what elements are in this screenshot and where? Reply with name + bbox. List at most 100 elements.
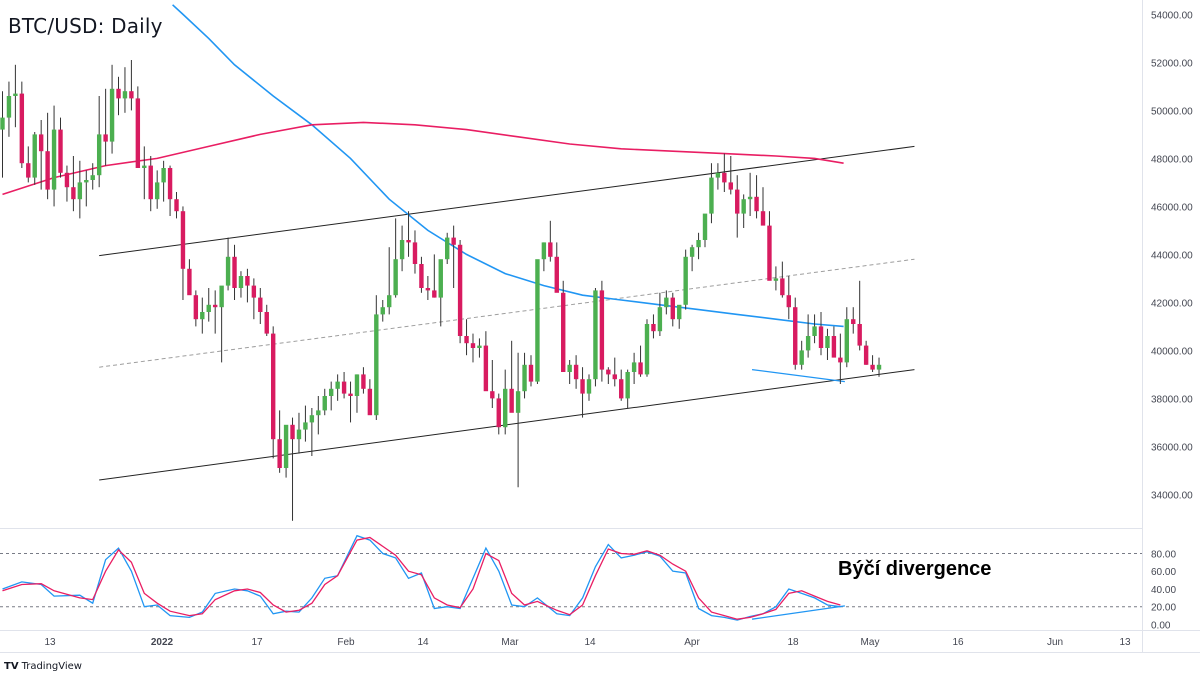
candle-body <box>606 369 611 375</box>
candle-body <box>863 345 869 365</box>
candle-body <box>174 199 179 212</box>
stochastic-k-line <box>2 534 841 621</box>
candle-body <box>135 98 141 168</box>
candle-body <box>84 180 89 183</box>
candle-body <box>451 237 456 245</box>
candle-body <box>258 297 263 312</box>
price-tick-label: 34000.00 <box>1151 490 1193 501</box>
candle-body <box>6 96 12 118</box>
candle-body <box>573 364 579 380</box>
candle-body <box>851 319 856 324</box>
time-tick-label: 14 <box>417 637 429 648</box>
candle-body <box>245 276 250 286</box>
price-tick-label: 52000.00 <box>1151 58 1193 69</box>
candle-body <box>161 168 166 183</box>
moving-average-ma_slow <box>2 121 844 196</box>
candle-body <box>631 362 637 372</box>
time-tick-label: May <box>861 637 880 648</box>
candle-body <box>322 396 327 411</box>
candle-body <box>109 88 115 142</box>
price-tick-label: 50000.00 <box>1151 106 1193 117</box>
candle-body <box>677 304 682 320</box>
candle-body <box>754 196 759 212</box>
price-tick-label: 48000.00 <box>1151 154 1193 165</box>
candle-body <box>380 307 385 315</box>
candle-body <box>625 372 630 399</box>
candle-body <box>657 307 663 332</box>
candle-body <box>180 211 186 269</box>
stoch-tick-label: 0.00 <box>1151 621 1171 632</box>
candle-body <box>664 297 669 308</box>
candle-body <box>593 290 598 380</box>
candle-body <box>58 129 63 173</box>
candle-body <box>805 336 811 351</box>
candle-body <box>148 165 153 200</box>
chart-title: BTC/USD: Daily <box>8 14 163 38</box>
candle-body <box>689 247 695 257</box>
candle-body <box>425 288 431 291</box>
candle-body <box>496 398 501 428</box>
candle-body <box>741 199 746 214</box>
candle-body <box>586 379 592 394</box>
stochastic-d-line <box>2 536 841 620</box>
candle-body <box>715 172 721 178</box>
candle-body <box>38 134 44 152</box>
candle-body <box>870 364 875 370</box>
candle-body <box>232 256 237 288</box>
candle-body <box>477 345 482 348</box>
divergence-line-stochastic <box>751 605 845 620</box>
candle-body <box>361 374 366 389</box>
candle-body <box>0 117 5 130</box>
moving-average-ma_fast <box>172 4 844 328</box>
tradingview-logo-text: TradingView <box>21 661 82 672</box>
candle-body <box>103 134 108 142</box>
candle-body <box>277 439 282 468</box>
candle-body <box>554 256 559 293</box>
time-tick-label: Mar <box>501 637 519 648</box>
candle-body <box>464 336 469 344</box>
candle-body <box>638 362 643 375</box>
tradingview-logo: TV TradingView <box>4 661 82 672</box>
candle-body <box>45 151 50 190</box>
time-tick-label: 17 <box>251 637 263 648</box>
time-tick-label: 16 <box>952 637 964 648</box>
candle-body <box>264 312 269 334</box>
candle-body <box>535 259 540 382</box>
candle-body <box>77 182 83 200</box>
candle-body <box>154 182 160 200</box>
candle-body <box>290 424 295 440</box>
candle-body <box>51 129 57 190</box>
candle-body <box>32 134 37 178</box>
candle-body <box>142 165 147 168</box>
time-tick-label: 2022 <box>151 637 174 648</box>
stoch-tick-label: 40.00 <box>1151 585 1176 596</box>
candle-body <box>129 91 134 99</box>
candle-body <box>354 374 360 396</box>
price-tick-label: 46000.00 <box>1151 202 1193 213</box>
candle-body <box>328 388 334 396</box>
time-tick-label: 18 <box>787 637 799 648</box>
candle-body <box>335 381 340 389</box>
candle-body <box>857 324 862 346</box>
candle-body <box>19 93 25 164</box>
candle-body <box>683 256 688 305</box>
candle-body <box>709 177 714 214</box>
price-tick-label: 54000.00 <box>1151 10 1193 21</box>
candle-body <box>722 172 727 183</box>
candle-body <box>303 422 308 430</box>
candle-body <box>793 307 798 365</box>
time-tick-label: 13 <box>44 637 56 648</box>
candle-body <box>367 388 373 416</box>
candle-body <box>316 410 321 416</box>
candle-body <box>393 259 398 296</box>
candle-body <box>515 391 521 413</box>
candle-body <box>696 240 701 248</box>
candle-body <box>412 242 418 264</box>
candle-body <box>760 211 766 226</box>
candle-body <box>876 364 882 370</box>
candle-body <box>406 240 411 243</box>
candle-body <box>548 242 553 257</box>
candle-body <box>728 182 733 190</box>
